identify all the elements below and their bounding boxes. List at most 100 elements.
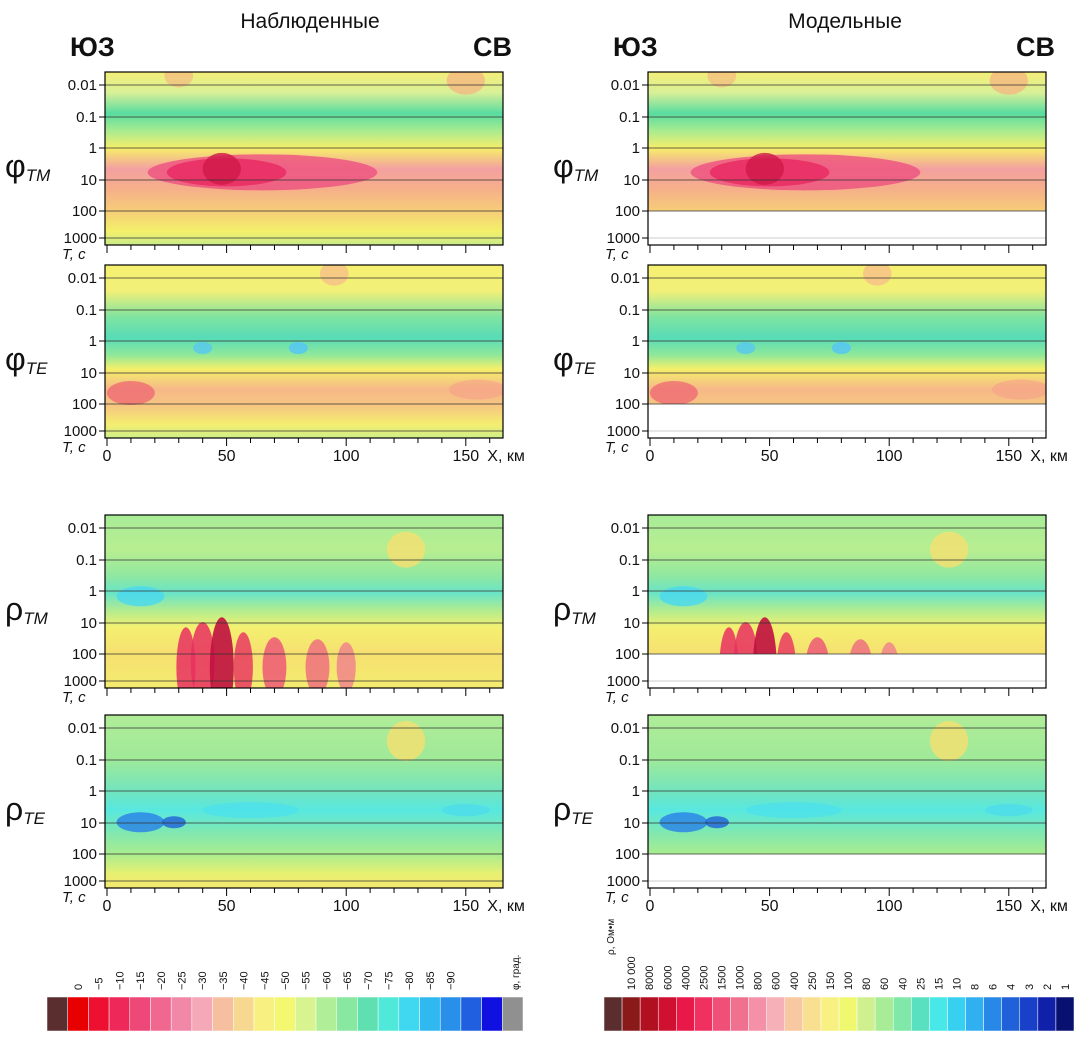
heatmap-blob	[386, 531, 426, 568]
y-tick-label: 1	[89, 783, 97, 800]
scale-label: 8000	[644, 966, 656, 990]
swatch	[439, 996, 462, 1032]
y-tick-label: 0.01	[611, 270, 640, 287]
heatmap-blob	[233, 632, 253, 688]
x-tick-label: 0	[646, 448, 655, 465]
y-tick-label: 0.1	[76, 302, 97, 319]
scale-label: 6000	[662, 966, 674, 990]
swatch	[1001, 996, 1021, 1032]
swatch	[212, 996, 234, 1032]
swatch	[694, 996, 713, 1032]
swatch	[621, 996, 641, 1032]
swatch	[856, 996, 876, 1032]
panel-frame	[647, 514, 1047, 689]
heatmap-blob	[386, 720, 426, 761]
swatch	[481, 996, 503, 1032]
heatmap-blob	[202, 152, 241, 185]
heatmap-base	[105, 715, 503, 888]
y-tick-label: 10	[80, 365, 97, 382]
column-title: Наблюденные	[240, 10, 379, 33]
y-tick-label: 0.1	[76, 752, 97, 769]
panel-label: ρTM	[5, 591, 49, 628]
y-tick-label: 100	[615, 203, 640, 220]
swatch	[170, 996, 193, 1032]
heatmap-blob	[862, 265, 892, 286]
scale-label: 60	[879, 978, 891, 990]
swatch	[712, 996, 731, 1032]
scale-label: −55	[301, 971, 313, 990]
no-data	[648, 404, 1046, 438]
scale-label: 1500	[717, 966, 729, 990]
swatch	[460, 996, 482, 1032]
swatch	[108, 996, 131, 1032]
x-tick-label: 100	[333, 898, 360, 915]
panel-label: φTE	[553, 341, 596, 378]
x-tick-label: 50	[761, 448, 779, 465]
scale-label: −20	[156, 971, 168, 990]
panel-label: φTM	[553, 148, 599, 185]
panel-frame	[647, 264, 1047, 439]
swatch	[676, 996, 695, 1032]
scale-label: 8	[970, 984, 982, 990]
panel-subscript: TE	[574, 359, 596, 378]
heatmap	[648, 72, 1046, 245]
panel-frame	[104, 264, 504, 439]
panel-symbol: φ	[553, 341, 574, 377]
swatch	[892, 996, 912, 1032]
scale-label: −80	[404, 971, 416, 990]
swatch	[874, 996, 894, 1032]
heatmap-blob	[705, 816, 729, 829]
y-axis-label: T, с	[62, 439, 86, 456]
scale-label: −25	[177, 971, 189, 990]
x-tick-label: 150	[995, 898, 1022, 915]
y-tick-label: 100	[615, 396, 640, 413]
no-data	[648, 854, 1046, 888]
y-tick-label: 1	[89, 583, 97, 600]
swatch	[947, 996, 966, 1032]
heatmap-blob	[305, 639, 330, 688]
scale-label: −75	[383, 971, 395, 990]
scale-label: −15	[135, 971, 147, 990]
heatmap-blob	[659, 812, 708, 833]
x-axis-label: X, км	[1030, 898, 1068, 915]
panel-symbol: ρ	[5, 791, 23, 827]
y-tick-label: 0.1	[619, 302, 640, 319]
panel-frame	[104, 71, 504, 246]
panel-symbol: ρ	[5, 591, 23, 627]
heatmap-blob	[929, 720, 969, 761]
y-tick-label: 1	[632, 333, 640, 350]
no-data	[648, 654, 1046, 688]
scale-label: 1000	[735, 966, 747, 990]
swatch	[1037, 996, 1057, 1032]
scale-label: 10	[952, 978, 964, 990]
y-tick-label: 0.01	[68, 77, 97, 94]
heatmap-blob	[736, 342, 756, 355]
y-tick-label: 0.01	[68, 270, 97, 287]
y-tick-label: 100	[72, 396, 97, 413]
scale-label: 2500	[698, 966, 710, 990]
swatch	[336, 996, 358, 1032]
no-data	[648, 211, 1046, 245]
swatch	[315, 996, 337, 1032]
scale-label: 4000	[680, 966, 692, 990]
direction-right: СВ	[1016, 32, 1055, 62]
scale-label: 25	[915, 978, 927, 990]
y-tick-label: 10	[623, 172, 640, 189]
y-tick-label: 10	[623, 815, 640, 832]
y-tick-label: 1	[89, 333, 97, 350]
x-tick-label: 150	[452, 448, 479, 465]
y-tick-label: 0.1	[619, 109, 640, 126]
scale-label: 150	[825, 972, 837, 990]
scale-label: −60	[321, 971, 333, 990]
y-tick-label: 0.1	[76, 109, 97, 126]
scale-label: 0	[73, 984, 85, 990]
y-tick-label: 0.01	[611, 77, 640, 94]
scale-label: −45	[259, 971, 271, 990]
heatmap-blob	[319, 265, 349, 286]
panel-symbol: ρ	[553, 791, 571, 827]
